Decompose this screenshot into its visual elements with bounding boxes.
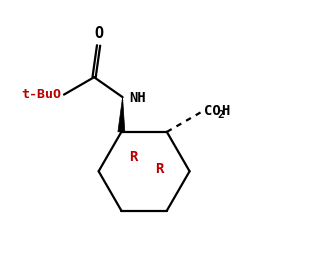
Text: CO: CO [204,104,220,118]
Text: R: R [155,162,163,176]
Text: NH: NH [129,91,146,105]
Text: H: H [221,104,229,118]
Polygon shape [118,97,125,132]
Text: t-BuO: t-BuO [21,88,61,101]
Text: 2: 2 [217,109,224,120]
Text: O: O [95,26,104,41]
Text: R: R [129,150,138,164]
